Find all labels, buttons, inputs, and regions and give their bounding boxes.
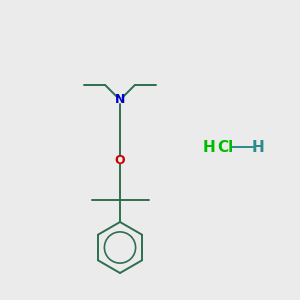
Text: H: H — [202, 140, 215, 154]
Text: H: H — [252, 140, 264, 154]
Text: N: N — [115, 93, 125, 106]
Text: Cl: Cl — [217, 140, 233, 154]
Text: O: O — [115, 154, 125, 167]
